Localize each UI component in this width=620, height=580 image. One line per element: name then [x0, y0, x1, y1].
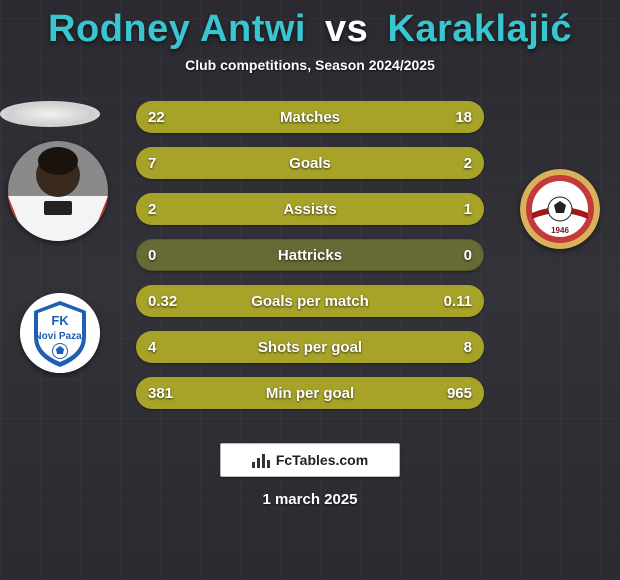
- stat-row: Hattricks0 0: [136, 239, 484, 271]
- page-title: Rodney Antwi vs Karaklajić: [0, 0, 620, 51]
- player1-club-crest: FK Novi Pazar: [20, 293, 100, 373]
- stat-fill-left: [136, 285, 394, 317]
- player1-crest-svg: FK Novi Pazar: [20, 293, 100, 373]
- stat-value-left: 0: [136, 239, 168, 271]
- stat-fill-right: [327, 101, 484, 133]
- stat-bars: Matches2218 Goals72 Assists21 Hattricks0 0 Go…: [136, 101, 484, 409]
- stat-row: Shots per goal48: [136, 331, 484, 363]
- stat-row: Matches2218: [136, 101, 484, 133]
- stat-fill-left: [136, 331, 251, 363]
- comparison-date: 1 march 2025: [0, 491, 620, 508]
- player1-avatar-svg: [8, 141, 108, 241]
- stat-row: Goals per match0.320.11: [136, 285, 484, 317]
- stat-fill-left: [136, 193, 369, 225]
- crest-text-np: Novi Pazar: [34, 331, 85, 342]
- stat-fill-left: [136, 377, 233, 409]
- stat-label: Hattricks: [136, 239, 484, 271]
- player1-avatar: [8, 141, 108, 241]
- crest-text-fk: FK: [51, 313, 69, 328]
- stat-row: Goals72: [136, 147, 484, 179]
- brand-text: FcTables.com: [276, 452, 368, 468]
- brand-badge[interactable]: FcTables.com: [220, 443, 400, 477]
- stat-fill-left: [136, 101, 327, 133]
- subtitle: Club competitions, Season 2024/2025: [0, 57, 620, 73]
- stat-fill-right: [369, 193, 484, 225]
- stat-fill-right: [394, 285, 484, 317]
- player1-name: Rodney Antwi: [48, 8, 306, 50]
- player2-avatar-placeholder: [0, 101, 100, 127]
- stat-row: Min per goal381965: [136, 377, 484, 409]
- stat-fill-left: [136, 147, 407, 179]
- stat-fill-right: [233, 377, 484, 409]
- stat-fill-right: [407, 147, 484, 179]
- bar-chart-icon: [252, 452, 270, 468]
- stat-row: Assists21: [136, 193, 484, 225]
- player2-name: Karaklajić: [387, 8, 572, 50]
- player2-club-crest: 1946: [520, 169, 600, 249]
- svg-text:1946: 1946: [551, 226, 569, 235]
- player2-crest-svg: 1946: [520, 169, 600, 249]
- stat-value-right: 0: [452, 239, 484, 271]
- vs-text: vs: [325, 8, 368, 50]
- comparison-chart: 1946 FK Novi Pazar Matches2218 Goals72 Ass…: [0, 101, 620, 421]
- stat-fill-right: [251, 331, 484, 363]
